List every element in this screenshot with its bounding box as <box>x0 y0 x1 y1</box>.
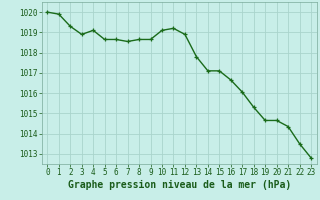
X-axis label: Graphe pression niveau de la mer (hPa): Graphe pression niveau de la mer (hPa) <box>68 180 291 190</box>
